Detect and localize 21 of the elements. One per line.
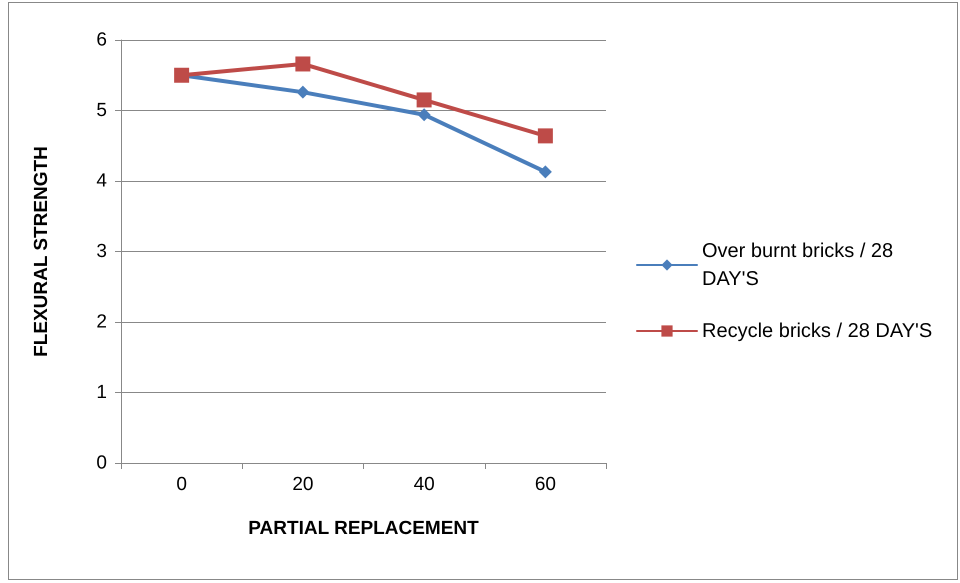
point <box>538 128 553 144</box>
y-axis-title: FLEXURAL STRENGTH <box>31 146 52 357</box>
x-tick-label: 40 <box>414 474 435 495</box>
y-tick-label: 1 <box>96 382 107 403</box>
point <box>418 108 431 122</box>
y-tick-label: 3 <box>96 241 107 262</box>
x-axis-title: PARTIAL REPLACEMENT <box>248 518 480 539</box>
y-tick-label: 0 <box>96 452 107 474</box>
legend-label: Recycle bricks / 28 DAY'S <box>702 320 932 342</box>
y-tick-label: 4 <box>96 170 108 192</box>
y-tick-label: 6 <box>96 30 107 50</box>
y-tick-label: 5 <box>96 100 107 121</box>
legend-label: Over burnt bricks / 28 DAY'S <box>702 240 899 290</box>
point <box>538 165 552 178</box>
x-tick-label: 60 <box>534 474 556 495</box>
y-tick-label: 2 <box>96 312 107 332</box>
x-tick-label: 20 <box>292 474 314 495</box>
point <box>296 86 310 99</box>
point <box>416 92 432 108</box>
point <box>295 56 310 72</box>
x-tick-label: 0 <box>176 474 187 495</box>
